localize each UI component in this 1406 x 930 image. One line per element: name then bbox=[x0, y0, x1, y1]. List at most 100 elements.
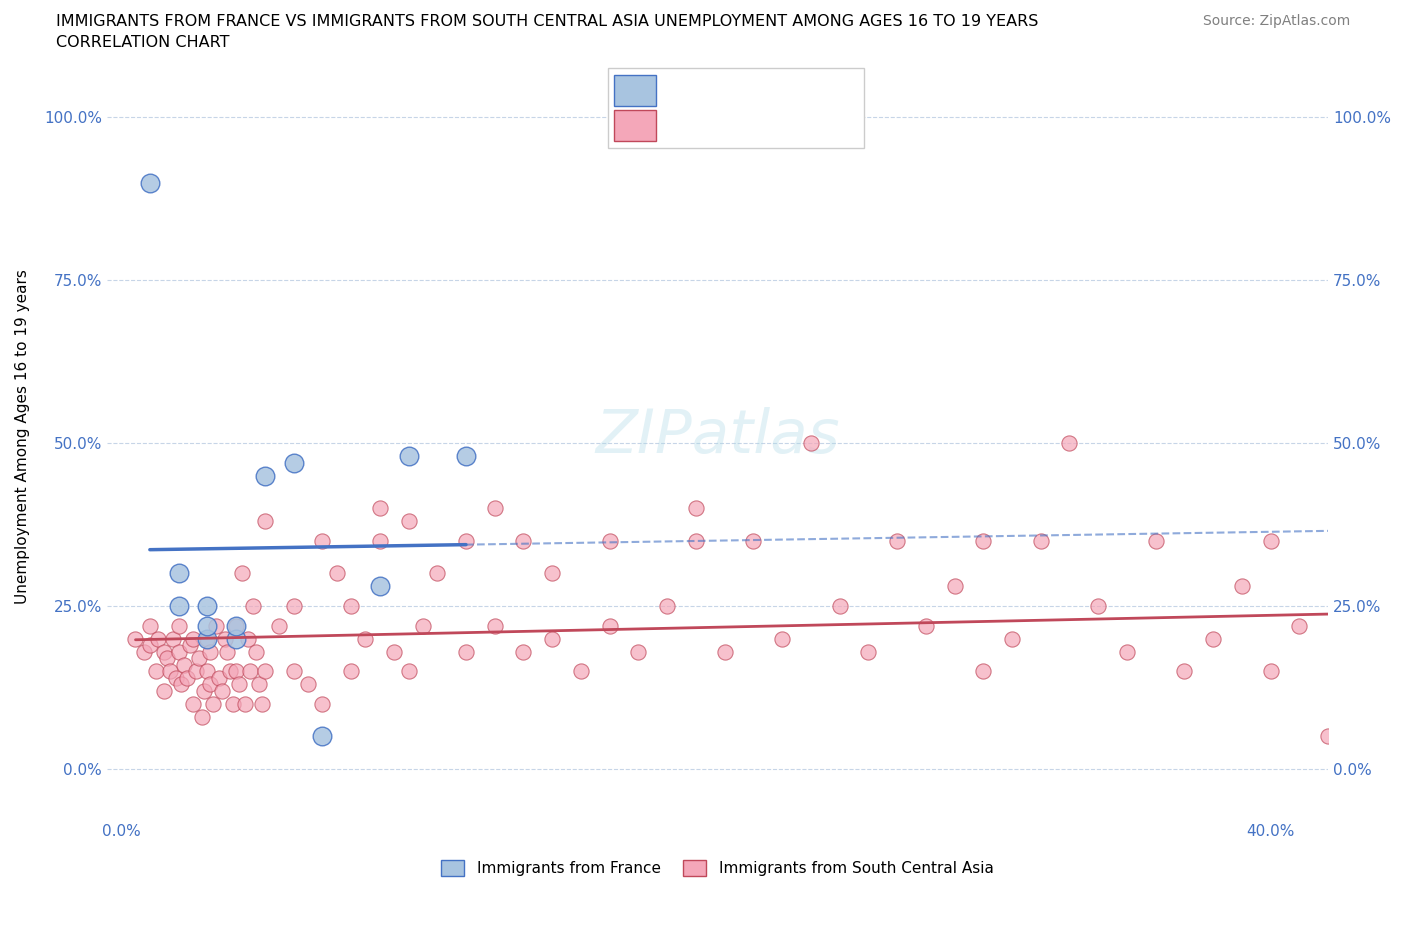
Point bbox=[914, 618, 936, 633]
Point bbox=[167, 599, 190, 614]
Point bbox=[145, 664, 167, 679]
Text: 0.184: 0.184 bbox=[702, 80, 749, 98]
Point bbox=[1403, 644, 1406, 659]
Point bbox=[202, 697, 225, 711]
Point bbox=[283, 664, 305, 679]
Point bbox=[368, 501, 391, 516]
Point bbox=[1260, 534, 1282, 549]
Legend: Immigrants from France, Immigrants from South Central Asia: Immigrants from France, Immigrants from … bbox=[436, 855, 1000, 883]
Point bbox=[1144, 534, 1167, 549]
Point bbox=[200, 644, 222, 659]
Point bbox=[1029, 534, 1052, 549]
Point bbox=[742, 534, 765, 549]
Point bbox=[398, 664, 420, 679]
Point bbox=[627, 644, 650, 659]
Point bbox=[340, 599, 363, 614]
Point bbox=[770, 631, 793, 646]
Point bbox=[148, 631, 170, 646]
Point bbox=[512, 644, 534, 659]
Text: 118: 118 bbox=[794, 116, 827, 134]
Point bbox=[139, 175, 162, 190]
Point bbox=[184, 664, 207, 679]
Point bbox=[167, 644, 190, 659]
Point bbox=[214, 631, 236, 646]
Point bbox=[1087, 599, 1109, 614]
Point bbox=[195, 599, 218, 614]
Point bbox=[269, 618, 291, 633]
Point bbox=[858, 644, 880, 659]
Point bbox=[325, 566, 347, 581]
Point bbox=[283, 455, 305, 470]
Text: N =: N = bbox=[761, 80, 792, 98]
Point bbox=[132, 644, 155, 659]
Point bbox=[454, 644, 477, 659]
Point bbox=[484, 501, 506, 516]
Point bbox=[1288, 618, 1310, 633]
Point bbox=[412, 618, 434, 633]
Point bbox=[828, 599, 851, 614]
FancyBboxPatch shape bbox=[613, 110, 657, 140]
Point bbox=[181, 697, 204, 711]
Point bbox=[599, 618, 621, 633]
Point bbox=[200, 677, 222, 692]
Y-axis label: Unemployment Among Ages 16 to 19 years: Unemployment Among Ages 16 to 19 years bbox=[15, 269, 30, 604]
Point bbox=[195, 664, 218, 679]
FancyBboxPatch shape bbox=[613, 75, 657, 106]
Point bbox=[193, 684, 215, 698]
Point bbox=[236, 631, 259, 646]
Point bbox=[190, 710, 212, 724]
Point bbox=[972, 664, 994, 679]
Text: 14: 14 bbox=[794, 80, 815, 98]
Point bbox=[195, 631, 218, 646]
FancyBboxPatch shape bbox=[607, 68, 865, 148]
Point bbox=[222, 697, 245, 711]
Point bbox=[512, 534, 534, 549]
Point bbox=[187, 651, 209, 666]
Point bbox=[205, 618, 228, 633]
Text: Source: ZipAtlas.com: Source: ZipAtlas.com bbox=[1202, 14, 1350, 28]
Point bbox=[1260, 664, 1282, 679]
Point bbox=[340, 664, 363, 679]
Point bbox=[398, 514, 420, 529]
Point bbox=[250, 697, 273, 711]
Point bbox=[426, 566, 449, 581]
Point bbox=[176, 671, 198, 685]
Point bbox=[886, 534, 908, 549]
Text: N =: N = bbox=[761, 116, 792, 134]
Point bbox=[239, 664, 262, 679]
Point bbox=[124, 631, 146, 646]
Point bbox=[1317, 729, 1340, 744]
Point bbox=[354, 631, 377, 646]
Point bbox=[139, 638, 162, 653]
Point bbox=[1116, 644, 1139, 659]
Point bbox=[1375, 579, 1398, 594]
Point bbox=[1346, 664, 1368, 679]
Point bbox=[283, 599, 305, 614]
Point bbox=[225, 618, 247, 633]
Point bbox=[382, 644, 405, 659]
Text: 40.0%: 40.0% bbox=[1247, 824, 1295, 839]
Point bbox=[368, 579, 391, 594]
Point bbox=[943, 579, 966, 594]
Point bbox=[153, 684, 176, 698]
Point bbox=[1202, 631, 1225, 646]
Point bbox=[253, 468, 276, 483]
Point bbox=[685, 501, 707, 516]
Point bbox=[541, 631, 564, 646]
Point bbox=[167, 618, 190, 633]
Point bbox=[972, 534, 994, 549]
Point bbox=[253, 514, 276, 529]
Point bbox=[195, 631, 218, 646]
Point bbox=[139, 618, 162, 633]
Point bbox=[1059, 435, 1081, 450]
Point bbox=[1173, 664, 1195, 679]
Point bbox=[657, 599, 679, 614]
Point bbox=[569, 664, 592, 679]
Point bbox=[217, 644, 239, 659]
Point bbox=[233, 697, 256, 711]
Point bbox=[231, 566, 253, 581]
Text: IMMIGRANTS FROM FRANCE VS IMMIGRANTS FROM SOUTH CENTRAL ASIA UNEMPLOYMENT AMONG : IMMIGRANTS FROM FRANCE VS IMMIGRANTS FRO… bbox=[56, 14, 1039, 29]
Text: R =: R = bbox=[666, 116, 697, 134]
Point bbox=[311, 534, 333, 549]
Point bbox=[247, 677, 270, 692]
